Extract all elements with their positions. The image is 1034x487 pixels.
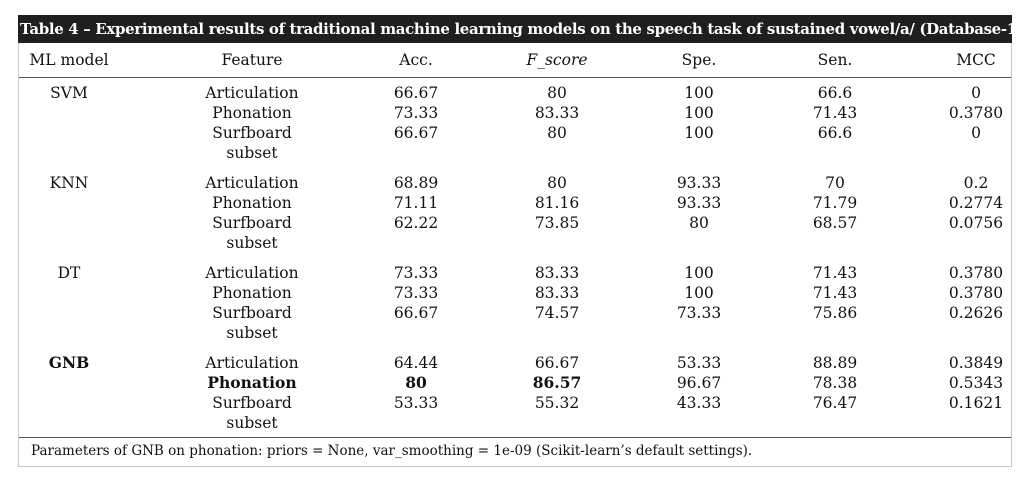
fscore-cell: 74.57 xyxy=(534,304,580,322)
sen-cell: 68.57 xyxy=(812,214,858,232)
fscore-cell: 80 xyxy=(547,84,567,102)
mcc-cell: 0.2774 xyxy=(948,194,1004,212)
model-group-dt: DT Articulation 73.33 83.33 100 71.43 0.3780 Ph… xyxy=(19,263,1011,353)
feature-cell: Phonation xyxy=(212,284,292,302)
mcc-cell: 0.2 xyxy=(963,174,989,192)
fscore-cell: 80 xyxy=(547,124,567,142)
feature-cell: Surfboard xyxy=(212,304,292,322)
acc-cell: 80 xyxy=(405,373,427,392)
spe-cell: 53.33 xyxy=(676,354,722,372)
header-mcc: MCC xyxy=(956,51,996,69)
header-acc: Acc. xyxy=(399,51,433,69)
model-group-knn: KNN Articulation 68.89 80 93.33 70 0.2 Phonatio… xyxy=(19,173,1011,263)
spe-cell: 100 xyxy=(684,264,714,282)
feature-cell: Articulation xyxy=(205,264,299,282)
acc-cell: 66.67 xyxy=(393,124,439,142)
sen-cell: 71.43 xyxy=(812,104,858,122)
table-footnote: Parameters of GNB on phonation: priors =… xyxy=(19,437,1011,466)
mcc-cell: 0.3780 xyxy=(948,104,1004,122)
fscore-cell: 73.85 xyxy=(534,214,580,232)
spe-cell: 96.67 xyxy=(676,374,722,392)
feature-cell-continuation: subset xyxy=(226,324,278,342)
feature-cell: Phonation xyxy=(212,104,292,122)
model-group-gnb: GNB Articulation 64.44 66.67 53.33 88.89 0.384… xyxy=(19,353,1011,443)
acc-cell: 66.67 xyxy=(393,84,439,102)
feature-cell: Phonation xyxy=(207,373,297,392)
feature-cell: Surfboard xyxy=(212,214,292,232)
mcc-cell: 0.1621 xyxy=(948,394,1004,412)
table-caption-text: Table 4 – Experimental results of tradit… xyxy=(20,20,1012,38)
feature-cell-continuation: subset xyxy=(226,414,278,432)
spe-cell: 93.33 xyxy=(676,174,722,192)
model-name: DT xyxy=(57,264,81,282)
table-header-row: ML model Feature Acc. F_score Spe. Sen. … xyxy=(19,43,1011,78)
spe-cell: 93.33 xyxy=(676,194,722,212)
acc-cell: 73.33 xyxy=(393,264,439,282)
results-table: ML model Feature Acc. F_score Spe. Sen. … xyxy=(18,43,1012,467)
header-ml-model: ML model xyxy=(29,51,109,69)
mcc-cell: 0.3780 xyxy=(948,284,1004,302)
fscore-cell: 86.57 xyxy=(532,373,582,392)
feature-cell: Phonation xyxy=(212,194,292,212)
header-feature: Feature xyxy=(221,51,283,69)
feature-cell: Articulation xyxy=(205,174,299,192)
spe-cell: 73.33 xyxy=(676,304,722,322)
sen-cell: 75.86 xyxy=(812,304,858,322)
fscore-cell: 81.16 xyxy=(534,194,580,212)
sen-cell: 71.43 xyxy=(812,264,858,282)
feature-cell-continuation: subset xyxy=(226,234,278,252)
model-name: GNB xyxy=(48,353,90,372)
mcc-cell: 0.3849 xyxy=(948,354,1004,372)
acc-cell: 73.33 xyxy=(393,284,439,302)
acc-cell: 53.33 xyxy=(393,394,439,412)
fscore-cell: 66.67 xyxy=(534,354,580,372)
table-caption: Table 4 – Experimental results of tradit… xyxy=(18,15,1012,43)
feature-cell: Surfboard xyxy=(212,394,292,412)
model-group-svm: SVM Articulation 66.67 80 100 66.6 0 Phonation 7… xyxy=(19,83,1011,173)
acc-cell: 64.44 xyxy=(393,354,439,372)
header-spe: Spe. xyxy=(681,51,717,69)
sen-cell: 88.89 xyxy=(812,354,858,372)
fscore-cell: 80 xyxy=(547,174,567,192)
model-name: KNN xyxy=(49,174,89,192)
feature-cell: Articulation xyxy=(205,354,299,372)
sen-cell: 70 xyxy=(825,174,845,192)
fscore-cell: 55.32 xyxy=(534,394,580,412)
sen-cell: 71.79 xyxy=(812,194,858,212)
spe-cell: 100 xyxy=(684,104,714,122)
footnote-text: Parameters of GNB on phonation: priors =… xyxy=(31,443,753,459)
mcc-cell: 0.5343 xyxy=(948,374,1004,392)
mcc-cell: 0 xyxy=(971,84,981,102)
acc-cell: 68.89 xyxy=(393,174,439,192)
mcc-cell: 0 xyxy=(971,124,981,142)
mcc-cell: 0.2626 xyxy=(948,304,1004,322)
feature-cell-continuation: subset xyxy=(226,144,278,162)
sen-cell: 71.43 xyxy=(812,284,858,302)
spe-cell: 100 xyxy=(684,124,714,142)
sen-cell: 66.6 xyxy=(817,124,853,142)
acc-cell: 73.33 xyxy=(393,104,439,122)
model-name: SVM xyxy=(50,84,88,102)
fscore-cell: 83.33 xyxy=(534,104,580,122)
header-sen: Sen. xyxy=(817,51,853,69)
acc-cell: 66.67 xyxy=(393,304,439,322)
acc-cell: 62.22 xyxy=(393,214,439,232)
sen-cell: 78.38 xyxy=(812,374,858,392)
spe-cell: 43.33 xyxy=(676,394,722,412)
header-fscore: F_score xyxy=(526,51,588,69)
fscore-cell: 83.33 xyxy=(534,284,580,302)
mcc-cell: 0.3780 xyxy=(948,264,1004,282)
acc-cell: 71.11 xyxy=(393,194,439,212)
spe-cell: 100 xyxy=(684,84,714,102)
feature-cell: Articulation xyxy=(205,84,299,102)
mcc-cell: 0.0756 xyxy=(948,214,1004,232)
spe-cell: 80 xyxy=(689,214,709,232)
feature-cell: Surfboard xyxy=(212,124,292,142)
sen-cell: 66.6 xyxy=(817,84,853,102)
fscore-cell: 83.33 xyxy=(534,264,580,282)
spe-cell: 100 xyxy=(684,284,714,302)
sen-cell: 76.47 xyxy=(812,394,858,412)
